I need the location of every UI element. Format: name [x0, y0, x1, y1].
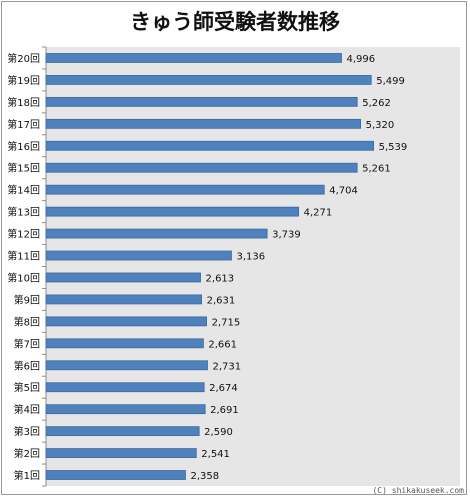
data-label: 5,262 [362, 98, 391, 109]
category-label: 第18回 [7, 96, 40, 109]
bar [45, 53, 342, 63]
data-label: 4,704 [329, 186, 358, 197]
category-label: 第13回 [7, 206, 40, 219]
category-label: 第12回 [7, 228, 40, 241]
bar [45, 162, 358, 173]
category-label: 第9回 [14, 293, 40, 306]
data-label: 2,613 [206, 273, 235, 284]
data-label: 2,731 [213, 361, 242, 372]
bar [45, 250, 232, 261]
chart-title: きゅう師受験者数推移 [130, 10, 340, 34]
category-label: 第20回 [7, 52, 40, 65]
data-label: 2,631 [207, 295, 236, 306]
bar [45, 470, 186, 480]
category-label: 第1回 [14, 469, 40, 482]
data-label: 2,541 [201, 449, 230, 460]
data-label: 2,358 [190, 471, 219, 482]
category-label: 第4回 [14, 403, 40, 416]
category-label: 第17回 [7, 118, 40, 131]
bar [45, 448, 197, 458]
plot-area [46, 47, 460, 486]
data-label: 3,739 [272, 230, 301, 241]
category-label: 第11回 [7, 250, 40, 263]
category-label: 第10回 [7, 271, 40, 284]
data-label: 2,715 [212, 317, 241, 328]
data-label: 2,691 [210, 405, 239, 416]
bar [45, 316, 207, 327]
bar [45, 96, 358, 107]
category-label: 第15回 [7, 162, 40, 175]
bar [45, 338, 204, 349]
data-label: 4,271 [304, 208, 333, 219]
bar [45, 184, 325, 195]
bar [45, 206, 299, 217]
bar [45, 75, 372, 85]
category-label: 第16回 [7, 140, 40, 153]
data-label: 5,499 [376, 76, 405, 87]
data-label: 5,539 [379, 142, 408, 153]
bar [45, 118, 362, 129]
category-label: 第3回 [14, 425, 40, 438]
bar [45, 294, 203, 305]
data-label: 2,590 [204, 427, 233, 438]
data-label: 2,674 [209, 383, 238, 394]
data-label: 2,661 [208, 339, 237, 350]
bar [45, 426, 200, 437]
category-label: 第6回 [14, 359, 40, 372]
category-label: 第19回 [7, 74, 40, 87]
category-label: 第2回 [14, 447, 40, 460]
bar [45, 360, 208, 371]
data-label: 3,136 [236, 252, 265, 263]
category-label: 第8回 [14, 315, 40, 328]
bar [45, 140, 374, 151]
bar [45, 404, 206, 415]
bar [45, 272, 201, 283]
data-label: 4,996 [346, 54, 375, 65]
copyright-credit: (C) shikakuseek.com [372, 486, 464, 495]
category-label: 第7回 [14, 337, 40, 350]
bar [45, 382, 205, 393]
bar [45, 228, 268, 239]
category-label: 第5回 [14, 381, 40, 394]
category-label: 第14回 [7, 184, 40, 197]
data-label: 5,320 [366, 120, 395, 131]
data-label: 5,261 [362, 164, 391, 175]
